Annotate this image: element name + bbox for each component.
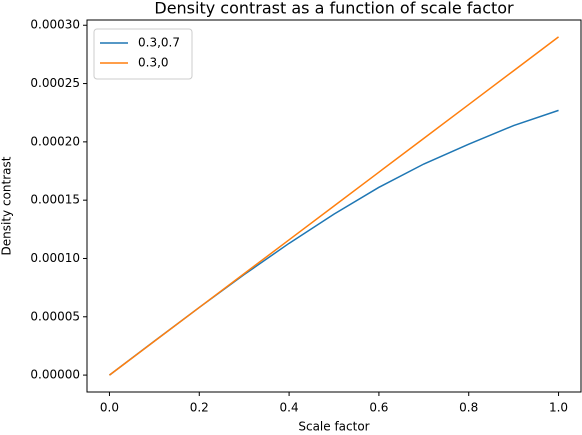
x-tick-label: 1.0	[549, 401, 568, 415]
chart-title: Density contrast as a function of scale …	[154, 0, 514, 18]
x-tick-label: 0.2	[190, 401, 209, 415]
y-tick-label: 0.00015	[30, 193, 80, 207]
line-series	[109, 36, 559, 376]
x-tick-label: 0.4	[280, 401, 299, 415]
x-tick-label: 0.6	[369, 401, 388, 415]
x-tick-label: 0.8	[459, 401, 478, 415]
y-tick-label: 0.00005	[30, 309, 80, 323]
legend-box	[93, 28, 193, 80]
x-axis-label: Scale factor	[298, 420, 369, 434]
plot-frame	[86, 19, 582, 393]
y-tick-label: 0.00025	[30, 76, 80, 90]
legend-label: 0.3,0.7	[138, 36, 180, 50]
line-series	[109, 109, 559, 376]
y-tick-label: 0.00020	[30, 134, 80, 148]
y-tick-label: 0.00030	[30, 18, 80, 32]
y-tick-label: 0.00010	[30, 251, 80, 265]
legend-label: 0.3,0	[138, 56, 169, 70]
y-tick-label: 0.00000	[30, 368, 80, 382]
x-tick-label: 0.0	[100, 401, 119, 415]
y-axis-label: Density contrast	[0, 156, 14, 255]
